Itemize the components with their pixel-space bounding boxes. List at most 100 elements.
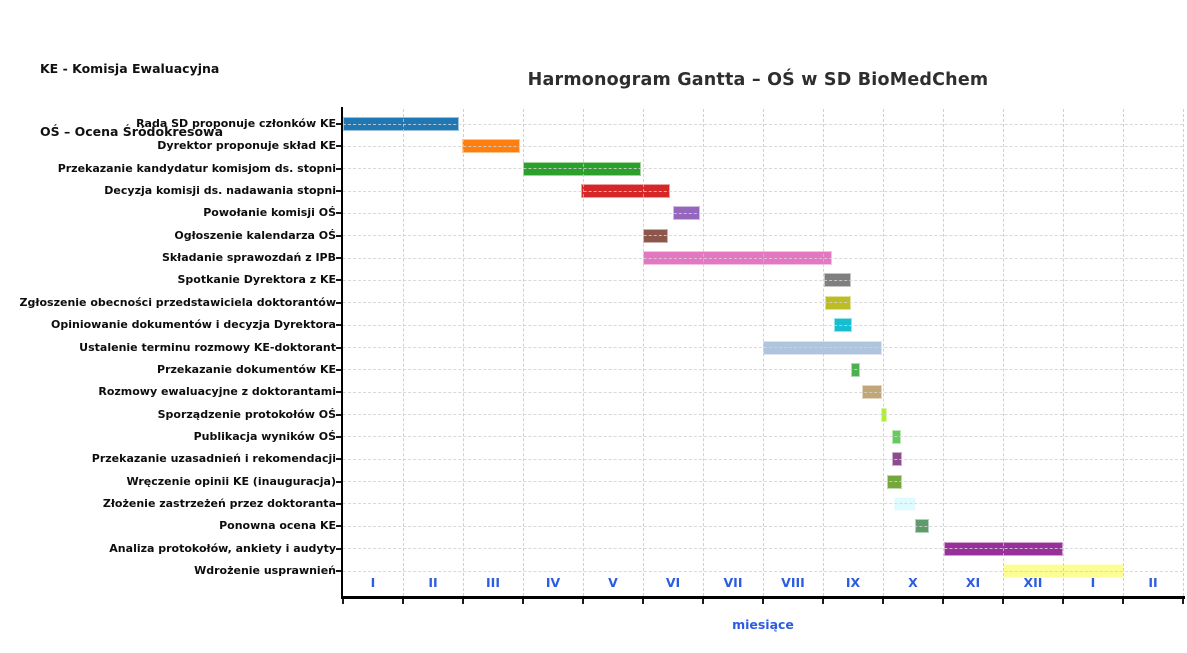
gridline-vertical (402, 109, 404, 596)
gridline-horizontal (343, 145, 1183, 147)
gridline-horizontal (343, 168, 1183, 170)
x-tick-label: IV (545, 575, 561, 590)
y-tick-label: Rozmowy ewaluacyjne z doktorantami (98, 385, 336, 399)
y-tick-label: Decyzja komisji ds. nadawania stopni (104, 184, 336, 198)
y-tick-label: Powołanie komisji OŚ (203, 206, 336, 220)
gridline-horizontal (343, 212, 1183, 214)
y-tick-label: Rada SD proponuje członków KE (136, 117, 336, 130)
y-axis-spine (341, 107, 343, 598)
y-axis-tick (336, 458, 341, 461)
y-axis-tick (336, 346, 341, 349)
y-axis-tick (336, 190, 341, 193)
x-tick-label: XI (965, 575, 981, 590)
y-tick-label: Wdrożenie usprawnień (194, 564, 336, 577)
chart-title: Harmonogram Gantta – OŚ w SD BioMedChem (527, 70, 989, 90)
gridline-horizontal (343, 391, 1183, 393)
y-axis-tick (336, 480, 341, 483)
gridline-horizontal (343, 235, 1183, 237)
gridline-vertical (462, 109, 464, 596)
x-axis-tick (582, 598, 584, 604)
y-tick-label: Sporządzenie protokołów OŚ (157, 407, 336, 421)
gridline-horizontal (343, 548, 1183, 550)
y-axis-tick (336, 212, 341, 215)
y-tick-label: Złożenie zastrzeżeń przez doktoranta (102, 496, 336, 510)
y-tick-label: Przekazanie kandydatur komisjom ds. stop… (57, 161, 336, 175)
y-axis-tick (336, 279, 341, 282)
y-axis-tick (336, 525, 341, 528)
gridline-vertical (702, 109, 704, 596)
x-tick-label: I (370, 575, 376, 590)
y-tick-label: Przekazanie uzasadnień i rekomendacji (91, 452, 336, 466)
y-tick-label: Składanie sprawozdań z IPB (161, 251, 336, 265)
gridline-vertical (582, 109, 584, 596)
gridline-horizontal (343, 324, 1183, 326)
gridline-horizontal (343, 481, 1183, 483)
gridline-horizontal (343, 279, 1183, 281)
gridline-horizontal (343, 436, 1183, 438)
y-axis-tick (336, 324, 341, 327)
y-axis-tick (336, 435, 341, 438)
x-tick-label: VIII (781, 575, 805, 590)
gridline-vertical (942, 109, 944, 596)
y-axis-tick (336, 257, 341, 260)
x-tick-label: XII (1023, 575, 1043, 590)
gridline-vertical (1122, 109, 1124, 596)
y-axis-tick (336, 145, 341, 148)
x-axis-tick (1062, 598, 1064, 604)
gridline-vertical (1002, 109, 1004, 596)
y-tick-label: Publikacja wyników OŚ (193, 429, 336, 443)
x-axis-tick (402, 598, 404, 604)
y-axis-tick (336, 368, 341, 371)
x-axis-tick (882, 598, 884, 604)
abbreviation-note-os: OŚ – Ocena Śródokresowa (40, 124, 224, 139)
abbreviation-note: KE - Komisja Ewaluacyjna OŚ – Ocena Śród… (40, 16, 223, 184)
x-axis-tick (822, 598, 824, 604)
abbreviation-note-ke: KE - Komisja Ewaluacyjna (40, 61, 220, 76)
gridline-horizontal (343, 347, 1183, 348)
y-tick-label: Opiniowanie dokumentów i decyzja Dyrekto… (51, 318, 336, 332)
y-axis-tick (336, 123, 341, 125)
y-tick-label: Analiza protokołów, ankiety i audyty (109, 541, 336, 555)
gridline-horizontal (343, 123, 1183, 125)
plot-area: I II III IV V VI VII VIII IX X XI XII I II (336, 107, 1185, 604)
y-tick-label: Zgłoszenie obecności przedstawiciela dok… (19, 295, 336, 309)
x-axis-tick (702, 598, 704, 604)
x-axis-tick (1182, 598, 1184, 604)
gridline-vertical (882, 109, 884, 596)
gridline-horizontal (343, 369, 1183, 371)
x-axis-tick (762, 598, 764, 604)
y-axis-tick (336, 570, 341, 572)
x-axis-tick (1002, 598, 1004, 604)
y-axis-tick (336, 413, 341, 416)
x-tick-label: II (1148, 575, 1158, 590)
y-tick-label: Przekazanie dokumentów KE (157, 362, 336, 376)
x-tick-label: V (608, 575, 618, 590)
gridline-vertical (822, 109, 824, 596)
gridline-vertical (762, 109, 764, 596)
y-axis-tick (336, 547, 341, 550)
y-tick-label: Ogłoszenie kalendarza OŚ (174, 228, 336, 242)
x-tick-label: X (908, 575, 918, 590)
gridline-vertical (1182, 109, 1184, 596)
y-tick-label: Wręczenie opinii KE (inauguracja) (126, 474, 336, 488)
x-axis-tick (642, 598, 644, 604)
x-tick-label: I (1090, 575, 1096, 590)
y-axis-tick (336, 391, 341, 394)
x-tick-label: II (428, 575, 438, 590)
y-tick-label: Dyrektor proponuje skład KE (157, 139, 336, 153)
y-axis-tick (336, 301, 341, 304)
y-tick-label: Ponowna ocena KE (219, 519, 336, 533)
gridline-vertical (642, 109, 644, 596)
gridline-horizontal (343, 525, 1183, 527)
x-axis-tick (462, 598, 464, 604)
x-axis-tick (522, 598, 524, 604)
gridline-horizontal (343, 458, 1183, 460)
x-axis-tick (342, 598, 344, 604)
x-tick-label: VI (665, 575, 681, 590)
gridline-vertical (522, 109, 524, 596)
y-axis-tick (336, 167, 341, 170)
x-axis-spine (341, 596, 1185, 599)
x-tick-label: IX (845, 575, 861, 590)
gridline-horizontal (343, 414, 1183, 416)
gridline-horizontal (343, 190, 1183, 192)
